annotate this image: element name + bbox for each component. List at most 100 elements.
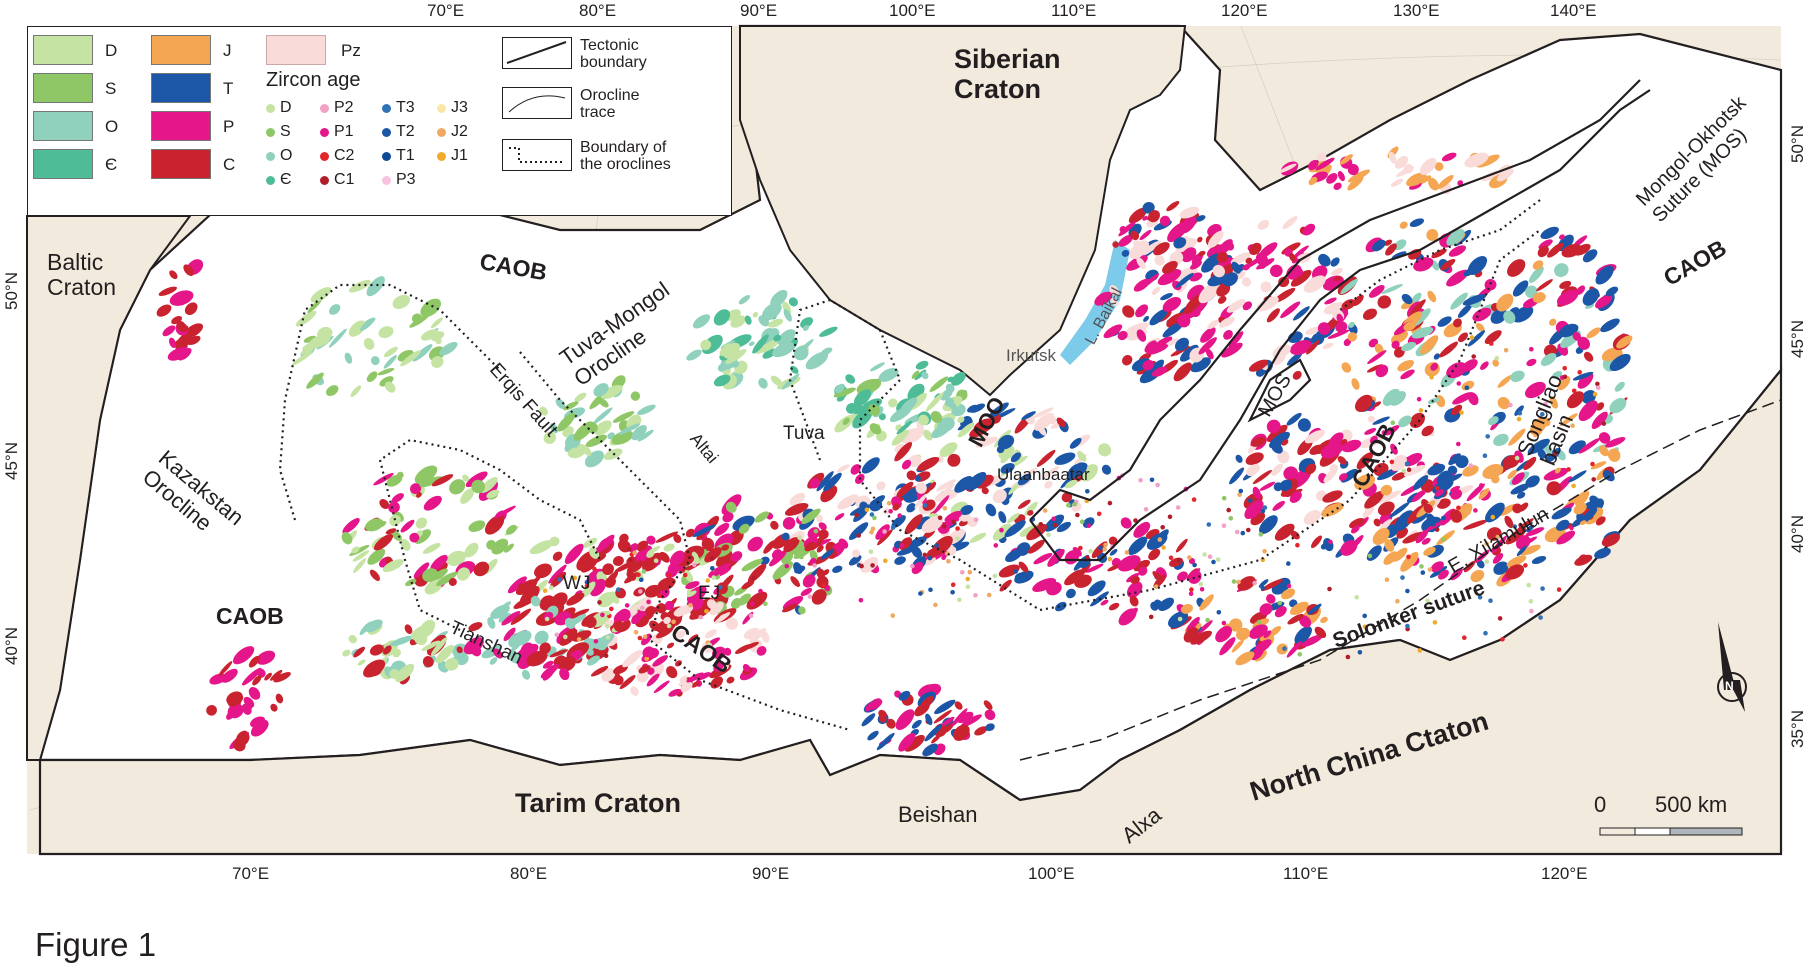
zircon-dot: [1406, 467, 1412, 473]
outcrop-patch: [1464, 152, 1489, 168]
outcrop-patch: [1367, 415, 1375, 423]
outcrop-patch: [1263, 630, 1272, 639]
outcrop-patch: [741, 558, 763, 572]
tarim-craton-label: Tarim Craton: [515, 788, 682, 818]
outcrop-patch: [420, 329, 439, 341]
north-arrow-ring: [1717, 672, 1747, 702]
zircon-dot: [1238, 488, 1244, 494]
outcrop-patch: [877, 529, 893, 546]
outcrop-patch: [543, 431, 556, 445]
outcrop-patch: [914, 702, 930, 717]
outcrop-patch: [1423, 546, 1436, 556]
outcrop-patch: [836, 464, 850, 473]
outcrop-patch: [1314, 626, 1327, 639]
zircon-dot: [922, 552, 928, 558]
outcrop-patch: [1402, 531, 1425, 544]
outcrop-patch: [1372, 416, 1390, 425]
outcrop-patch: [820, 549, 835, 560]
outcrop-patch: [915, 516, 931, 530]
zircon-dot: [1419, 564, 1424, 569]
outcrop-patch: [686, 672, 704, 683]
outcrop-patch: [1546, 481, 1562, 496]
outcrop-patch: [1574, 490, 1590, 507]
figure-caption: Figure 1: [35, 926, 157, 963]
outcrop-patch: [627, 560, 644, 574]
outcrop-patch: [1109, 548, 1118, 556]
outcrop-patch: [1221, 342, 1243, 358]
outcrop-patch: [1336, 313, 1344, 324]
baltic-craton-label: Baltic Craton: [47, 249, 117, 300]
outcrop-patch: [529, 540, 554, 555]
bottom-longitude-tick: 110°E: [1283, 864, 1329, 883]
outcrop-patch: [1598, 445, 1609, 457]
zircon-dot: [941, 523, 947, 529]
outcrop-patch: [1259, 515, 1278, 534]
zircon-dot: [1540, 586, 1545, 591]
outcrop-patch: [456, 646, 463, 654]
tectonic-boundary: [1029, 79, 1641, 521]
outcrop-patch: [614, 618, 631, 633]
outcrop-patch: [1470, 569, 1485, 583]
outcrop-patch: [1347, 332, 1358, 342]
outcrop-patch: [291, 351, 312, 366]
outcrop-patch: [1212, 264, 1225, 278]
outcrop-patch: [1556, 289, 1579, 306]
zircon-dot: [1078, 545, 1083, 551]
outcrop-patch: [542, 660, 554, 669]
outcrop-patch: [759, 556, 770, 565]
outcrop-patch: [1426, 513, 1436, 527]
tectonic-boundary-label: Tectonic boundary: [580, 37, 647, 71]
outcrop-patch: [1392, 547, 1408, 562]
outcrop-patch: [508, 650, 521, 664]
outcrop-patch: [574, 392, 587, 402]
orocline-boundary: [278, 283, 501, 521]
outcrop-patches: [156, 146, 1633, 757]
outcrop-patch: [869, 362, 885, 372]
outcrop-patch: [931, 535, 953, 556]
outcrop-patch: [1341, 362, 1352, 373]
outcrop-patch: [1207, 230, 1224, 249]
zircon-dot: [616, 587, 621, 592]
outcrop-patch: [722, 512, 734, 523]
outcrop-patch: [784, 502, 809, 516]
outcrop-patch: [562, 426, 574, 438]
zircon-dot: [1133, 518, 1138, 523]
outcrop-patch: [1423, 503, 1433, 514]
outcrop-patch: [696, 531, 706, 541]
zircon-dot: [1456, 505, 1461, 511]
zircon-dot: [1286, 561, 1291, 566]
outcrop-patch: [310, 287, 332, 303]
outcrop-patch: [571, 630, 592, 642]
zircon-dot: [1191, 497, 1197, 502]
zircon-dot: [1258, 532, 1264, 537]
outcrop-patch: [1246, 463, 1260, 477]
outcrop-patch: [668, 578, 676, 585]
outcrop-patch: [241, 703, 252, 715]
outcrop-patch: [769, 550, 787, 567]
outcrop-patch: [781, 532, 790, 541]
outcrop-patch: [922, 743, 938, 757]
outcrop-patch: [1496, 293, 1514, 312]
outcrop-patch: [1391, 471, 1407, 481]
legend: D S O Є J T P C Pz Zircon age D S O Є P2 P1 C2 C1 T3 T2 T1 P3…: [27, 26, 732, 216]
outcrop-patch: [684, 569, 693, 583]
outcrop-patch: [1200, 327, 1216, 343]
top-longitude-tick: 110°E: [1051, 1, 1097, 20]
outcrop-patch: [1409, 412, 1425, 429]
outcrop-patch: [1554, 467, 1561, 474]
outcrop-patch: [1559, 280, 1572, 289]
outcrop-patch: [663, 543, 675, 552]
outcrop-patch: [718, 613, 726, 622]
outcrop-patch: [396, 471, 404, 479]
outcrop-patch: [929, 376, 949, 392]
outcrop-patch: [435, 337, 442, 345]
zircon-dot-icon: [266, 103, 275, 113]
outcrop-patch: [404, 624, 413, 635]
outcrop-patch: [1594, 547, 1611, 559]
zircon-dot: [1221, 495, 1227, 501]
outcrop-patch: [1585, 303, 1595, 309]
outcrop-patch: [895, 709, 915, 730]
outcrop-patch: [410, 483, 422, 495]
zircon-dot: [584, 580, 590, 585]
outcrop-patch: [1033, 552, 1053, 565]
